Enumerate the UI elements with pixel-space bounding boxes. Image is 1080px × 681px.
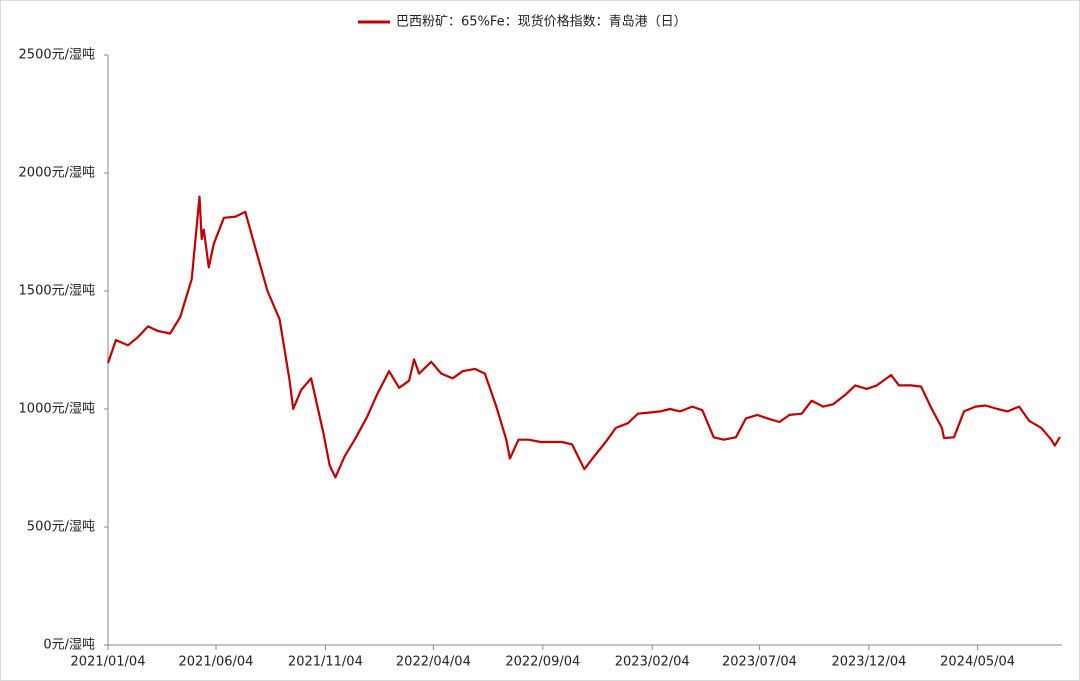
y-tick-label: 2500元/湿吨 [19, 48, 95, 63]
x-tick-label: 2021/06/04 [179, 655, 254, 670]
y-tick-label: 1000元/湿吨 [19, 402, 95, 417]
x-tick-label: 2023/12/04 [831, 655, 906, 670]
y-tick-label: 500元/湿吨 [27, 520, 95, 535]
series-line [106, 195, 1061, 479]
x-tick-label: 2023/07/04 [722, 655, 797, 670]
x-tick-label: 2022/09/04 [505, 655, 580, 670]
y-tick-label: 2000元/湿吨 [19, 166, 95, 181]
legend-label: 巴西粉矿：65%Fe：现货价格指数：青岛港（日） [396, 14, 687, 30]
x-tick-label: 2023/02/04 [615, 655, 690, 670]
x-tick-label: 2021/01/04 [71, 655, 146, 670]
y-tick-label: 1500元/湿吨 [19, 284, 95, 299]
y-tick-label: 0元/湿吨 [43, 638, 95, 653]
x-tick-label: 2021/11/04 [288, 655, 363, 670]
x-tick-label: 2024/05/04 [940, 655, 1015, 670]
x-tick-label: 2022/04/04 [396, 655, 471, 670]
